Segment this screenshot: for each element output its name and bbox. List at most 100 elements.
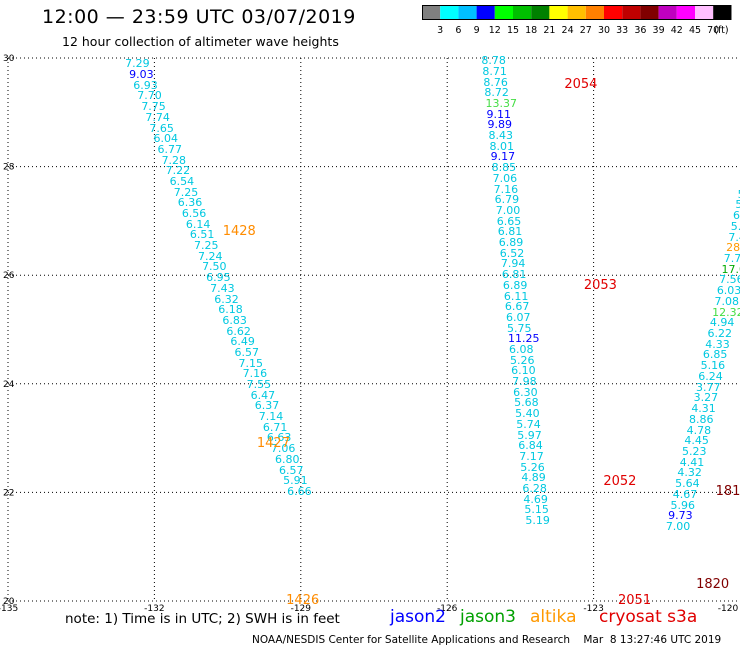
wave-height-value: 6.47 <box>250 388 276 402</box>
wave-height-value: 6.80 <box>274 452 300 466</box>
lon-tick-label: -135 <box>0 604 18 614</box>
wave-height-value: 5. <box>735 198 740 212</box>
wave-height-value: 6.67 <box>504 300 530 314</box>
latitude-tick-labels: 30 28 26 24 22 20 <box>3 54 15 607</box>
wave-height-value: 6.66 <box>287 484 312 498</box>
wave-height-value: 6.93 <box>133 78 158 92</box>
wave-height-value: 3.27 <box>693 391 719 405</box>
scale-swatch <box>494 5 513 20</box>
wave-height-value: 6.89 <box>502 278 528 292</box>
scale-swatch <box>549 5 568 20</box>
scale-label: 15 <box>507 25 519 36</box>
wave-height-value: 13.37 <box>485 96 517 110</box>
wave-height-value: 7.28 <box>161 153 187 167</box>
wave-height-value: 6.65 <box>496 214 522 228</box>
wave-height-value: 6.85 <box>702 348 728 362</box>
scale-label: 30 <box>598 25 610 36</box>
wave-height-value: 6.89 <box>498 236 524 250</box>
wave-height-value: 5.15 <box>524 503 549 517</box>
wave-height-value: 6.30 <box>513 385 538 399</box>
pass-label: 1426 <box>286 593 320 608</box>
scale-label: 45 <box>689 25 701 36</box>
wave-height-value: 4.69 <box>523 492 548 506</box>
wave-height-value: 4.33 <box>705 337 730 351</box>
wave-height-value: 6.36 <box>177 196 203 210</box>
wave-height-value: 4.78 <box>686 423 712 437</box>
wave-height-value: 7.16 <box>493 182 519 196</box>
wave-height-value: 6.24 <box>698 369 723 383</box>
wave-height-value: 6.51 <box>189 228 215 242</box>
lat-tick-label: 20 <box>3 597 15 607</box>
scale-swatch <box>476 5 495 20</box>
wave-height-value: 7.43 <box>210 281 235 295</box>
wave-height-value: 7.17 <box>519 449 544 463</box>
wave-height-value: 7.94 <box>500 257 526 271</box>
legend-jason2: jason2 <box>390 607 446 627</box>
pass-label: 1427 <box>256 435 290 451</box>
wave-height-value: 8.78 <box>481 54 506 68</box>
wave-height-value: 6.71 <box>262 420 288 434</box>
map-title: 12:00 — 23:59 UTC 03/07/2019 <box>42 6 356 28</box>
wave-height-value: 7.65 <box>149 121 174 135</box>
scale-swatch <box>440 5 459 20</box>
wave-height-value: 6.14 <box>185 217 211 231</box>
wave-height-value: 7.70 <box>137 89 162 103</box>
scale-swatch <box>713 5 732 20</box>
map-subtitle: 12 hour collection of altimeter wave hei… <box>62 34 339 49</box>
scale-swatch <box>640 5 659 20</box>
wave-height-value: 6.63 <box>266 431 292 445</box>
pass-label: 2054 <box>564 77 598 93</box>
scale-swatch <box>676 5 695 20</box>
scale-label: 39 <box>653 25 665 36</box>
wave-height-value: 6.56 <box>181 207 207 221</box>
scale-swatch <box>695 5 714 20</box>
scale-label: (ft) <box>714 25 728 36</box>
wave-height-value: 6.32 <box>214 292 239 306</box>
lon-tick-label: -123 <box>583 604 603 614</box>
wave-height-value: 5.74 <box>516 417 541 431</box>
wave-height-value: 7.06 <box>270 442 296 456</box>
wave-height-value: 7.00 <box>665 520 691 534</box>
scale-label: 9 <box>474 25 480 36</box>
wave-height-value: 7.08 <box>714 294 740 308</box>
wave-height-value: 8.01 <box>489 139 515 153</box>
wave-height-value: 5.26 <box>520 460 545 474</box>
scale-label: 70 <box>707 25 719 36</box>
scale-label: 6 <box>455 25 461 36</box>
wave-height-value: 6.4 <box>733 209 740 223</box>
wave-height-value: 5.16 <box>700 359 726 373</box>
wave-height-value: 6.10 <box>511 364 536 378</box>
wave-height-value: 6.79 <box>494 193 520 207</box>
footer-credit: NOAA/NESDIS Center for Satellite Applica… <box>252 634 722 646</box>
lat-tick-label: 22 <box>3 488 14 498</box>
wave-height-value: 3.77 <box>695 380 721 394</box>
wave-height-value: 7.06 <box>492 171 518 185</box>
scale-label: 18 <box>525 25 537 36</box>
lat-tick-label: 26 <box>3 271 15 281</box>
wave-height-value: 6.03 <box>716 284 740 298</box>
wave-height-value: 8.71 <box>482 64 507 78</box>
lon-tick-label: -129 <box>291 604 312 614</box>
wave-height-value: 8.85 <box>491 161 517 175</box>
wave-height-value: 5.76 <box>730 219 740 233</box>
wave-height-value: 8.86 <box>689 412 714 426</box>
wave-height-value: 7.56 <box>719 273 740 287</box>
lat-tick-label: 30 <box>3 54 15 64</box>
scale-swatch <box>622 5 641 20</box>
wave-height-value: 7.98 <box>512 375 537 389</box>
scale-label: 24 <box>562 25 574 36</box>
wave-height-value: 6.49 <box>230 335 255 349</box>
wave-height-value: 6.77 <box>157 142 183 156</box>
wave-height-value: 7.22 <box>165 164 191 178</box>
scale-swatch <box>658 5 677 20</box>
lon-tick-label: -120 <box>718 604 739 614</box>
wave-height-value: 9.03 <box>129 68 154 82</box>
scale-label: 21 <box>543 25 555 36</box>
wave-height-value: 6.54 <box>169 174 195 188</box>
wave-height-value: 4.41 <box>679 455 705 469</box>
wave-height-value: 8.76 <box>483 75 508 89</box>
wave-height-value: 5.26 <box>510 353 535 367</box>
wave-height-value: 6.22 <box>707 327 733 341</box>
wave-height-value: 9.17 <box>490 150 516 164</box>
